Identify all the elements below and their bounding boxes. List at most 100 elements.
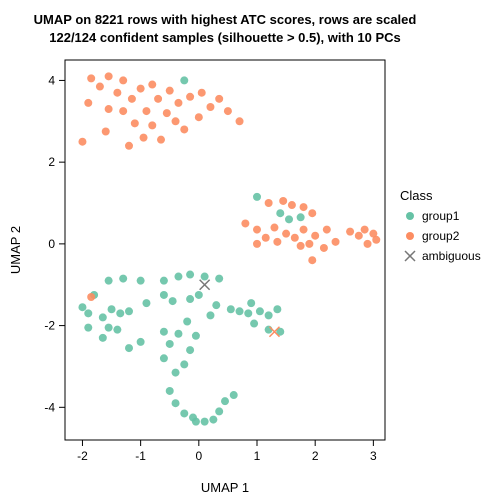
point-group2 <box>361 226 369 234</box>
y-tick-label: 0 <box>48 237 55 251</box>
point-group2 <box>142 107 150 115</box>
legend-label: group1 <box>422 209 460 223</box>
point-group2 <box>87 74 95 82</box>
point-group2 <box>346 228 354 236</box>
chart-title-line2: 122/124 confident samples (silhouette > … <box>49 30 400 45</box>
y-tick-label: 4 <box>48 73 55 87</box>
point-group2 <box>131 119 139 127</box>
x-tick-label: -1 <box>135 449 146 463</box>
point-group1 <box>236 307 244 315</box>
point-group1 <box>172 399 180 407</box>
point-group1 <box>230 391 238 399</box>
point-group1 <box>84 309 92 317</box>
x-tick-label: 2 <box>312 449 319 463</box>
point-group2 <box>253 240 261 248</box>
point-group2 <box>125 142 133 150</box>
point-group1 <box>201 273 209 281</box>
point-group1 <box>180 409 188 417</box>
point-group2 <box>300 226 308 234</box>
point-group1 <box>169 297 177 305</box>
y-tick-label: 2 <box>48 155 55 169</box>
point-group2 <box>198 89 206 97</box>
x-axis-label: UMAP 1 <box>201 480 249 495</box>
point-group2 <box>364 240 372 248</box>
x-tick-label: 3 <box>370 449 377 463</box>
point-group2 <box>157 136 165 144</box>
point-group2 <box>273 238 281 246</box>
point-group2 <box>332 238 340 246</box>
point-group1 <box>78 303 86 311</box>
point-group1 <box>119 275 127 283</box>
point-group1 <box>186 271 194 279</box>
point-group2 <box>311 232 319 240</box>
point-group1 <box>221 397 229 405</box>
point-group1 <box>215 407 223 415</box>
point-group2 <box>265 199 273 207</box>
point-group2 <box>300 203 308 211</box>
point-group2 <box>224 107 232 115</box>
point-group1 <box>215 275 223 283</box>
chart-title-line1: UMAP on 8221 rows with highest ATC score… <box>34 12 417 27</box>
point-group1 <box>137 277 145 285</box>
point-group1 <box>250 320 258 328</box>
point-group1 <box>244 309 252 317</box>
point-group1 <box>186 295 194 303</box>
point-group1 <box>253 193 261 201</box>
point-group2 <box>140 134 148 142</box>
point-group2 <box>105 105 113 113</box>
point-group1 <box>201 418 209 426</box>
point-group1 <box>206 311 214 319</box>
point-group1 <box>142 299 150 307</box>
point-group2 <box>137 85 145 93</box>
point-group1 <box>84 324 92 332</box>
point-group2 <box>270 224 278 232</box>
point-group2 <box>288 201 296 209</box>
point-group2 <box>180 125 188 133</box>
point-group1 <box>209 416 217 424</box>
point-group2 <box>186 93 194 101</box>
point-group1 <box>247 299 255 307</box>
point-group2 <box>308 209 316 217</box>
point-group1 <box>105 277 113 285</box>
point-group2 <box>195 113 203 121</box>
point-group1 <box>172 369 180 377</box>
point-group2 <box>105 72 113 80</box>
point-group2 <box>241 219 249 227</box>
point-group1 <box>108 305 116 313</box>
legend-label: ambiguous <box>422 249 481 263</box>
point-group1 <box>297 213 305 221</box>
point-group1 <box>174 330 182 338</box>
point-group2 <box>372 236 380 244</box>
x-tick-label: 0 <box>195 449 202 463</box>
point-group1 <box>192 418 200 426</box>
point-group1 <box>166 387 174 395</box>
point-group1 <box>125 307 133 315</box>
x-tick-label: 1 <box>254 449 261 463</box>
point-group1 <box>99 313 107 321</box>
point-group2 <box>148 81 156 89</box>
point-group1 <box>195 291 203 299</box>
point-group2 <box>355 232 363 240</box>
point-group2 <box>148 121 156 129</box>
point-group2 <box>279 197 287 205</box>
point-group2 <box>166 87 174 95</box>
point-group1 <box>265 311 273 319</box>
point-group2 <box>297 242 305 250</box>
point-group2 <box>174 99 182 107</box>
legend-marker <box>406 212 414 220</box>
point-group2 <box>308 256 316 264</box>
point-group2 <box>323 226 331 234</box>
point-group1 <box>285 215 293 223</box>
point-group2 <box>154 95 162 103</box>
point-group1 <box>256 307 264 315</box>
legend-label: group2 <box>422 229 460 243</box>
y-tick-label: -2 <box>44 319 55 333</box>
y-tick-label: -4 <box>44 400 55 414</box>
point-group1 <box>166 340 174 348</box>
point-group1 <box>186 346 194 354</box>
point-group2 <box>84 99 92 107</box>
point-group1 <box>273 305 281 313</box>
point-group2 <box>291 234 299 242</box>
point-group2 <box>305 240 313 248</box>
point-group1 <box>105 324 113 332</box>
